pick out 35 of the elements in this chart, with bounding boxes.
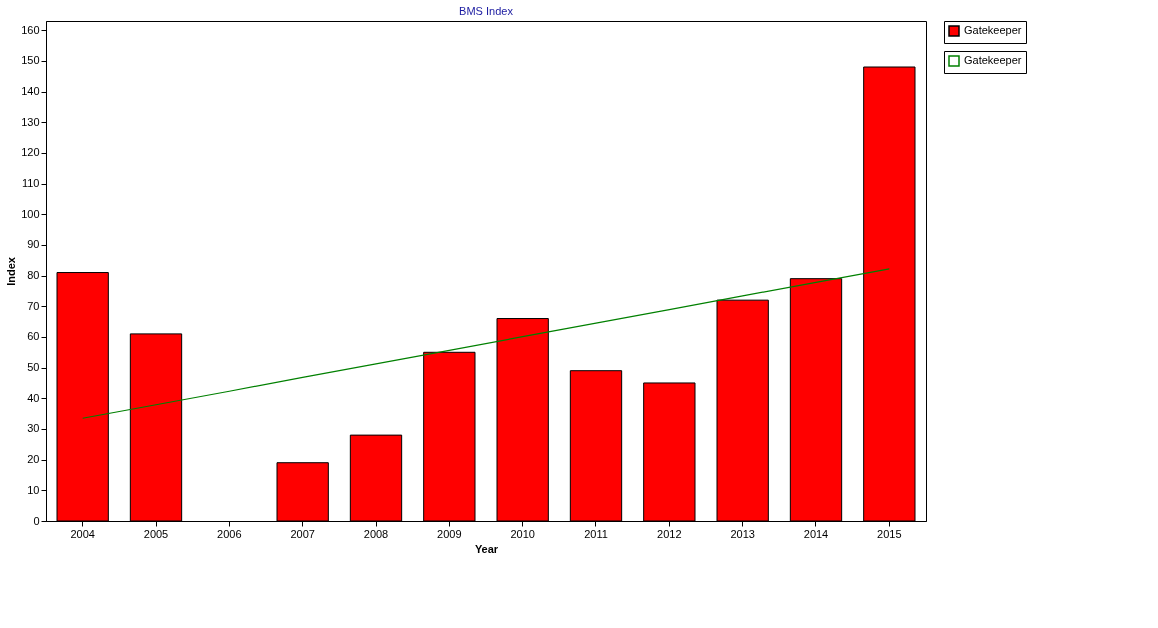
y-tick-label: 70 bbox=[27, 299, 40, 312]
x-tick-label: 2011 bbox=[584, 527, 608, 540]
y-tick-label: 80 bbox=[27, 269, 40, 282]
y-tick-label: 0 bbox=[33, 514, 40, 527]
y-tick-label: 90 bbox=[27, 238, 40, 251]
x-tick-label: 2006 bbox=[217, 527, 242, 540]
y-tick-label: 120 bbox=[21, 146, 40, 159]
y-tick-label: 40 bbox=[27, 391, 40, 404]
x-tick-label: 2014 bbox=[803, 527, 829, 540]
x-tick-label: 2015 bbox=[877, 527, 902, 540]
x-tick-label: 2010 bbox=[510, 527, 535, 540]
x-tick-label: 2007 bbox=[290, 527, 315, 540]
x-tick-label: 2005 bbox=[143, 527, 169, 540]
chart-title: BMS Index bbox=[459, 4, 514, 17]
y-tick-label: 50 bbox=[27, 361, 40, 374]
y-tick-label: 20 bbox=[27, 453, 40, 466]
y-tick-label: 140 bbox=[21, 85, 40, 98]
y-tick-label: 60 bbox=[27, 330, 40, 343]
y-tick-label: 130 bbox=[21, 115, 40, 128]
legend-label: Gatekeeper bbox=[964, 54, 1022, 66]
x-tick-label: 2004 bbox=[70, 527, 95, 540]
y-tick-label: 150 bbox=[21, 54, 40, 67]
y-axis-title: Index bbox=[5, 256, 18, 286]
y-tick-label: 160 bbox=[21, 23, 40, 36]
x-tick-label: 2012 bbox=[657, 527, 682, 540]
x-tick-label: 2008 bbox=[363, 527, 389, 540]
line-series bbox=[82, 268, 890, 419]
y-tick-label: 30 bbox=[27, 422, 40, 435]
y-tick-label: 100 bbox=[21, 207, 40, 220]
y-tick-label: 110 bbox=[21, 177, 40, 190]
x-tick-label: 2009 bbox=[437, 527, 462, 540]
x-tick-label: 2013 bbox=[730, 527, 755, 540]
legend-label: Gatekeeper bbox=[964, 24, 1022, 36]
x-axis-title: Year bbox=[474, 542, 499, 555]
y-tick-label: 10 bbox=[27, 483, 40, 496]
